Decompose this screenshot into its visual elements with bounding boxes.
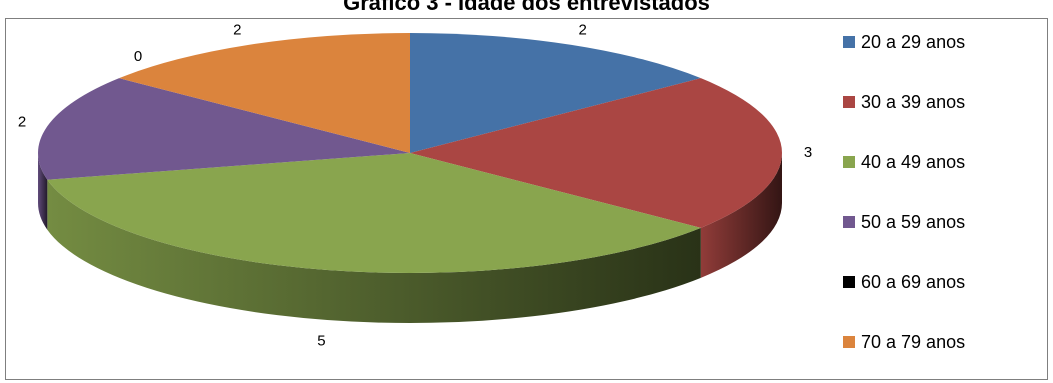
pie-side-40-a-49-anos xyxy=(47,179,701,323)
chart-title: Gráfico 3 - Idade dos entrevistados xyxy=(343,0,710,15)
pie-slice-30-a-39-anos xyxy=(410,78,782,228)
legend-swatch xyxy=(843,36,855,48)
legend-item-30-a-39-anos: 30 a 39 anos xyxy=(843,90,965,114)
data-label-40-a-49-anos: 5 xyxy=(317,333,325,350)
pie-slice-70-a-79-anos xyxy=(119,33,410,153)
legend-label: 70 a 79 anos xyxy=(861,331,966,352)
legend-item-60-a-69-anos: 60 a 69 anos xyxy=(843,270,965,294)
legend-item-50-a-59-anos: 50 a 59 anos xyxy=(843,210,965,234)
pie-side-50-a-59-anos xyxy=(38,153,48,230)
legend-label: 60 a 69 anos xyxy=(861,271,966,292)
pie-slice-20-a-29-anos xyxy=(410,33,701,153)
legend-item-20-a-29-anos: 20 a 29 anos xyxy=(843,30,965,54)
pie-slice-50-a-59-anos xyxy=(37,78,411,180)
data-label-60-a-69-anos: 0 xyxy=(134,48,142,65)
data-label-70-a-79-anos: 2 xyxy=(233,21,241,38)
data-label-50-a-59-anos: 2 xyxy=(18,114,26,131)
data-label-20-a-29-anos: 2 xyxy=(579,21,587,38)
legend-swatch xyxy=(843,336,855,348)
legend-label: 20 a 29 anos xyxy=(861,31,966,52)
legend-item-40-a-49-anos: 40 a 49 anos xyxy=(843,150,965,174)
legend-label: 40 a 49 anos xyxy=(861,151,966,172)
legend-item-70-a-79-anos: 70 a 79 anos xyxy=(843,330,965,354)
pie-side-30-a-39-anos xyxy=(700,153,782,278)
legend-label: 30 a 39 anos xyxy=(861,91,966,112)
data-label-30-a-39-anos: 3 xyxy=(804,144,812,161)
legend-swatch xyxy=(843,96,855,108)
legend-swatch xyxy=(843,216,855,228)
legend-label: 50 a 59 anos xyxy=(861,211,966,232)
pie-slice-40-a-49-anos xyxy=(47,153,701,274)
legend-swatch xyxy=(843,276,855,288)
legend-swatch xyxy=(843,156,855,168)
